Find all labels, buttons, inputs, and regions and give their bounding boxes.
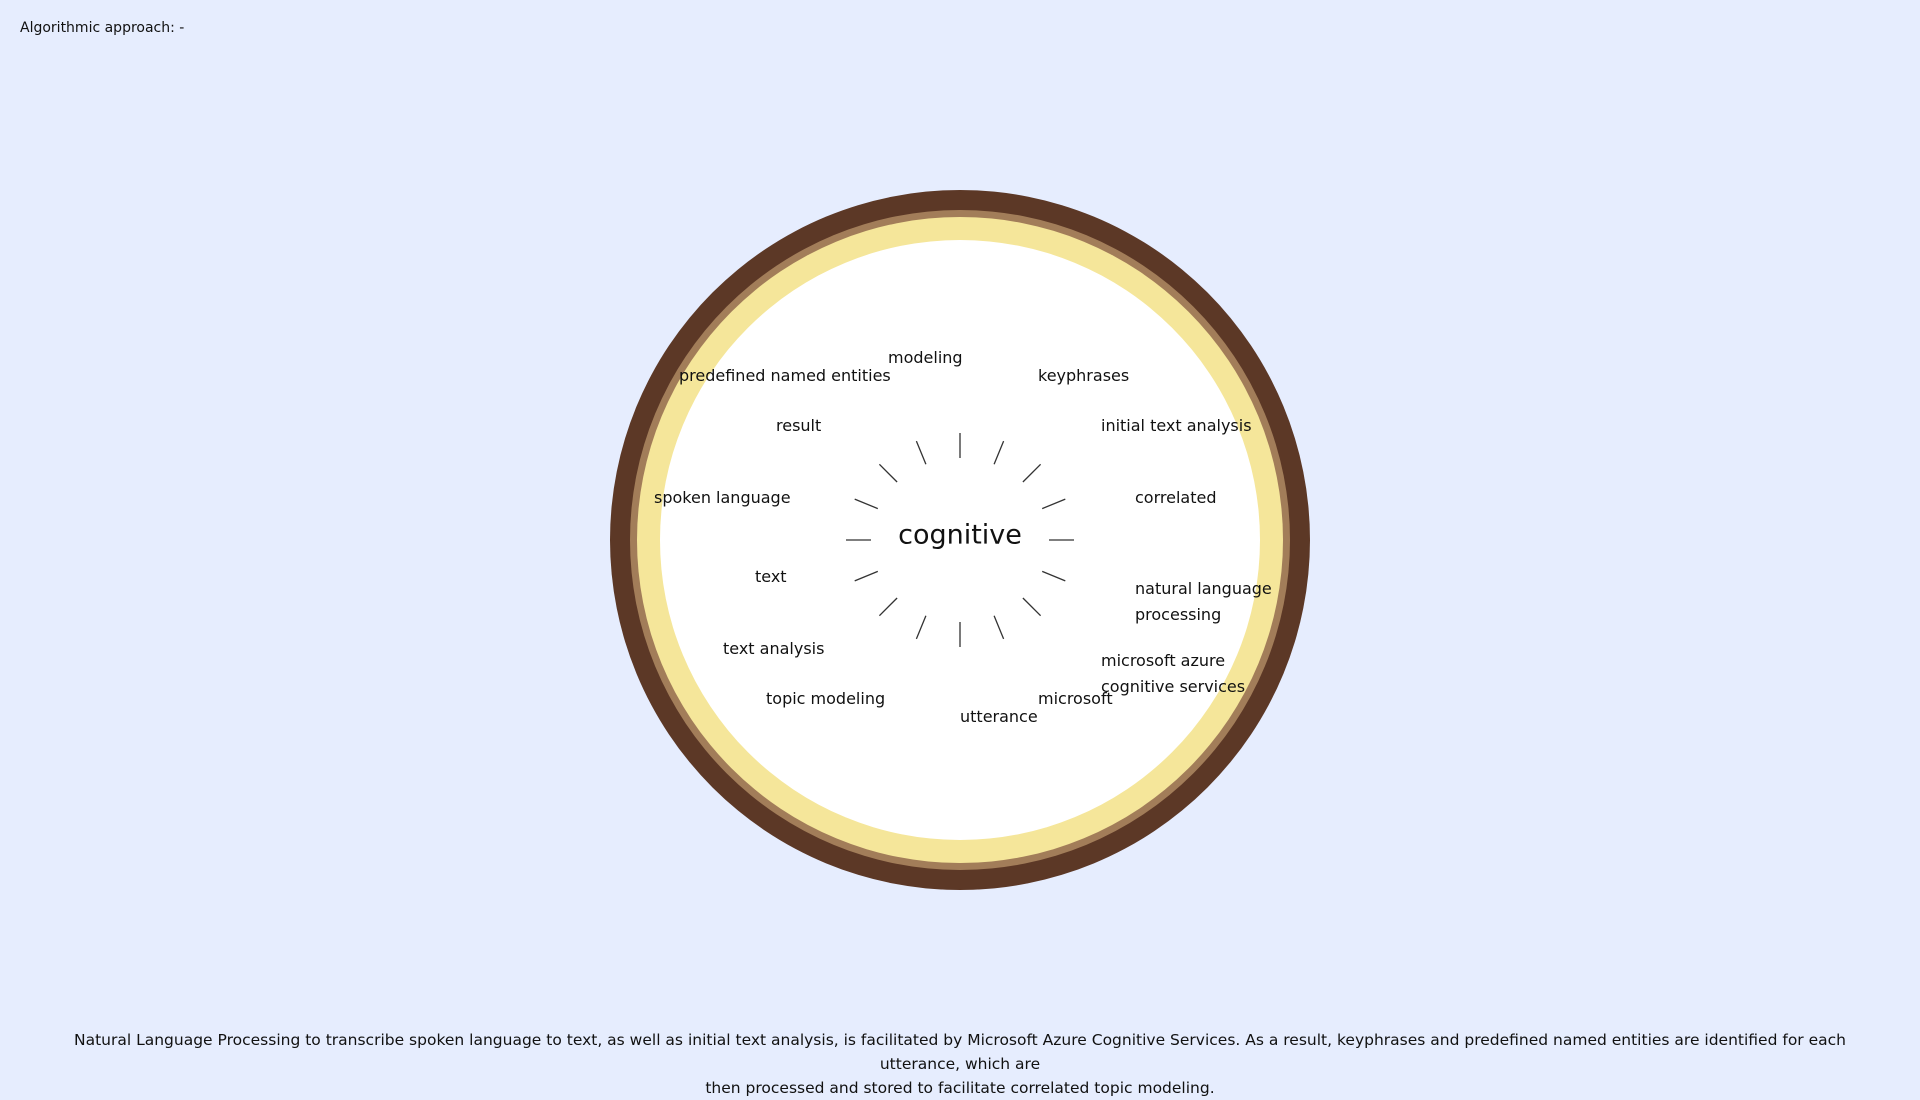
term-line: spoken language [654, 488, 791, 507]
term-microsoft-azure-cognitive-services: microsoft azure cognitive services [1101, 651, 1245, 696]
tick-mark [1041, 498, 1066, 510]
term-correlated: correlated [1135, 488, 1216, 507]
tick-mark [915, 440, 927, 465]
term-line: modeling [888, 348, 963, 367]
caption-line-1: Natural Language Processing to transcrib… [74, 1031, 1846, 1073]
tick-mark [1041, 570, 1066, 582]
term-microsoft: microsoft [1038, 689, 1113, 708]
term-modeling: modeling [888, 348, 963, 367]
term-line: utterance [960, 707, 1038, 726]
tick-mark [1022, 597, 1042, 617]
term-line: keyphrases [1038, 366, 1129, 385]
term-predefined-named-entities: predefined named entities [679, 366, 891, 385]
tick-mark [1022, 463, 1042, 483]
term-line: microsoft [1038, 689, 1113, 708]
term-line: microsoft azure [1101, 651, 1225, 670]
term-topic-modeling: topic modeling [766, 689, 885, 708]
term-line: correlated [1135, 488, 1216, 507]
caption: Natural Language Processing to transcrib… [40, 1028, 1880, 1100]
term-line: topic modeling [766, 689, 885, 708]
term-utterance: utterance [960, 707, 1038, 726]
term-keyphrases: keyphrases [1038, 366, 1129, 385]
term-line: result [776, 416, 821, 435]
sunburst-ticks [846, 433, 1074, 647]
term-natural-language-processing: natural language processing [1135, 579, 1272, 624]
term-line: initial text analysis [1101, 416, 1252, 435]
term-text: text [755, 567, 787, 586]
tick-mark [854, 570, 879, 582]
tick-mark [993, 615, 1005, 640]
term-line: predefined named entities [679, 366, 891, 385]
term-line: natural language [1135, 579, 1272, 598]
term-spoken-language: spoken language [654, 488, 791, 507]
header-label: Algorithmic approach: - [20, 20, 185, 36]
term-initial-text-analysis: initial text analysis [1101, 416, 1252, 435]
term-line: cognitive services [1101, 677, 1245, 696]
tick-mark [915, 615, 927, 640]
term-line: text analysis [723, 639, 824, 658]
tick-mark [854, 498, 879, 510]
term-line: text [755, 567, 787, 586]
term-line: processing [1135, 605, 1221, 624]
core-circle [660, 240, 1260, 840]
term-text-analysis: text analysis [723, 639, 824, 658]
center-word: cognitive [898, 520, 1022, 551]
tick-mark [993, 440, 1005, 465]
tick-mark [878, 463, 898, 483]
term-result: result [776, 416, 821, 435]
tick-mark [878, 597, 898, 617]
